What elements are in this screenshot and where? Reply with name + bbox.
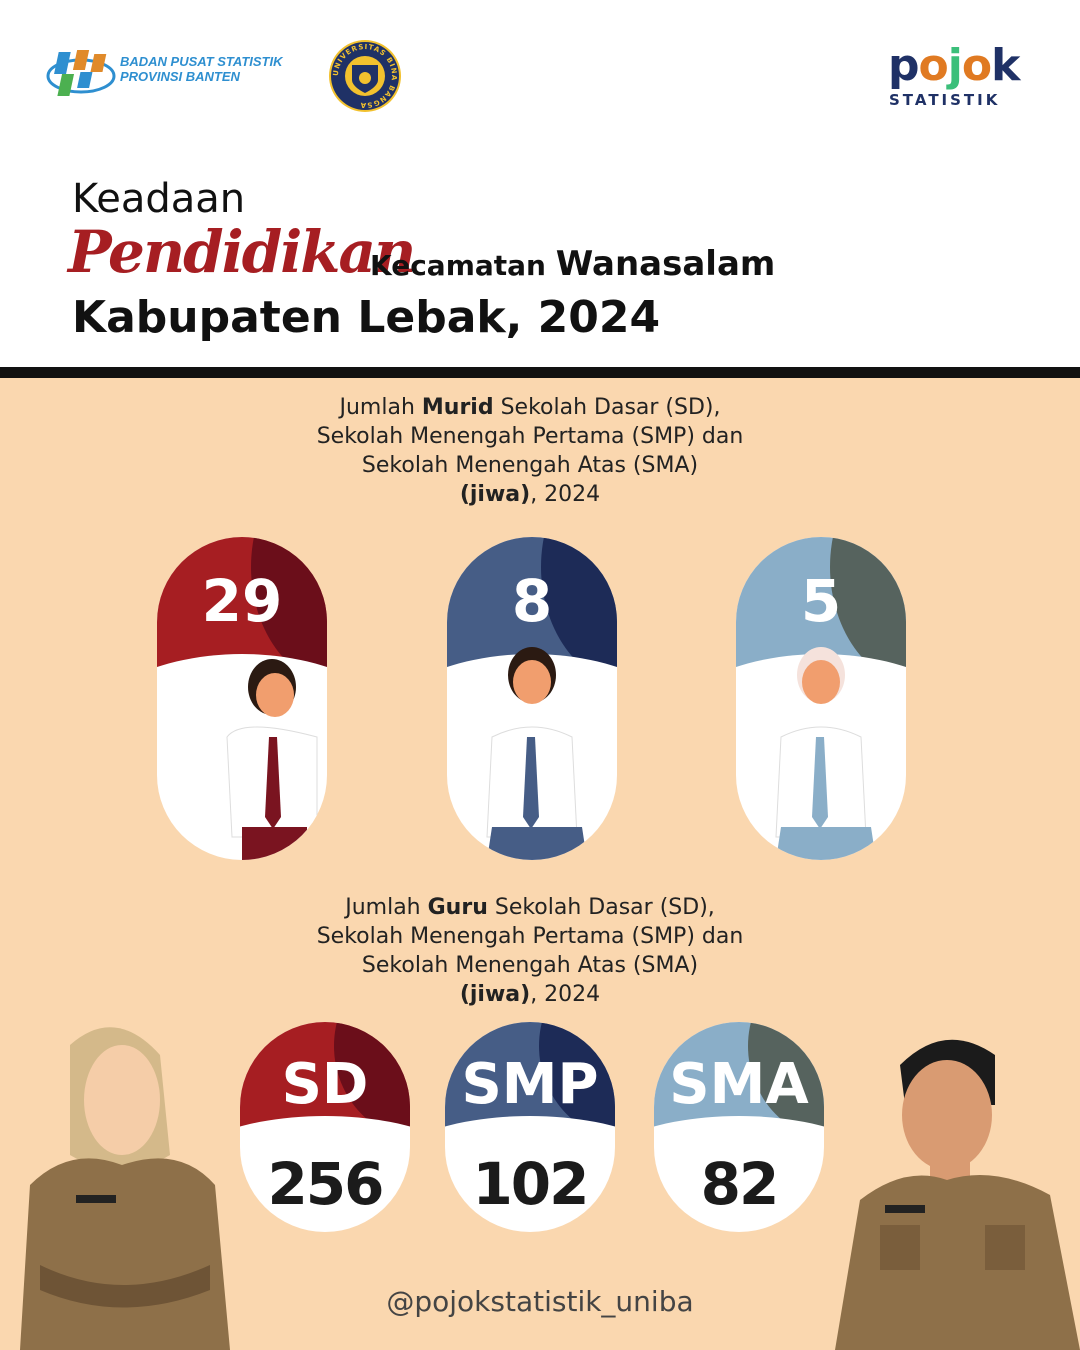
teachers-caption: Jumlah Guru Sekolah Dasar (SD), Sekolah … [316,895,744,1007]
teacher-level-label: SD [281,1052,369,1117]
title-line3: Kabupaten Lebak, 2024 [72,292,661,343]
header [0,0,1080,367]
teacher-level-label: SMA [669,1052,809,1117]
teacher-card-sma: SMA 82 [654,1022,824,1232]
teacher-count: 102 [472,1150,589,1218]
teacher-level-label: SMP [461,1052,599,1117]
title-line2: Kecamatan Wanasalam [370,244,776,284]
student-illustration [486,647,587,860]
student-count: 29 [201,567,283,635]
card-cap [240,1022,410,1142]
card-cap [157,537,327,687]
student-card-sd: 29 [157,537,327,860]
teacher-count: 256 [267,1150,384,1218]
student-illustration [775,647,876,860]
uniba-logo-icon: UNIVERSITAS BINA BANGSA [329,40,401,112]
divider [0,367,1080,378]
student-card-sma: 5 [736,537,906,860]
pojok-logo-sub: STATISTIK [889,91,1001,109]
student-card-smp: 8 [447,537,617,860]
student-illustration [226,659,318,860]
female-teacher-illustration [20,1027,230,1350]
bps-logo-text: BADAN PUSAT STATISTIK PROVINSI BANTEN [120,54,283,84]
teacher-count: 82 [700,1150,780,1218]
student-count: 8 [511,567,553,635]
teacher-card-sd: SD 256 [240,1022,410,1232]
card-cap [654,1022,824,1142]
student-count: 5 [800,567,842,635]
bps-logo-icon [46,50,116,96]
students-caption: Jumlah Murid Sekolah Dasar (SD), Sekolah… [316,395,744,507]
title-line1: Keadaan [72,176,246,222]
teacher-card-smp: SMP 102 [445,1022,615,1232]
card-cap [445,1022,615,1142]
title-highlight: Pendidikan [68,218,416,286]
pojok-logo: pojok [888,40,1020,91]
male-teacher-illustration [835,1039,1080,1350]
social-handle: @pojokstatistik_uniba [386,1285,694,1318]
